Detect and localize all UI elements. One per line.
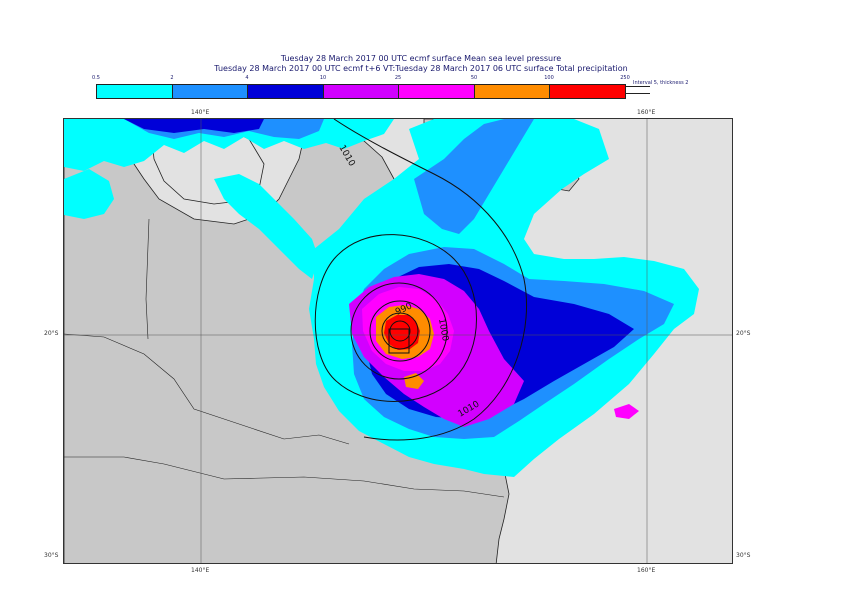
legend-swatch — [96, 84, 173, 99]
legend-swatch — [398, 84, 475, 99]
legend-tick: 2 — [170, 75, 174, 81]
legend-swatch — [172, 84, 248, 99]
precip-magenta-east — [614, 404, 639, 419]
legend-tick: 50 — [470, 75, 478, 81]
lat-label-left-20s: 20°S — [44, 330, 59, 337]
isobar-980 — [389, 320, 411, 342]
isobar-1010-north — [333, 119, 528, 441]
lat-label-right-30s: 30°S — [736, 552, 751, 559]
state-border — [64, 333, 350, 445]
legend-swatch — [549, 84, 626, 99]
lon-label-bottom-160: 160°E — [637, 567, 656, 574]
legend-tick: 0.5 — [92, 75, 100, 81]
lat-label-right-20s: 20°S — [736, 330, 751, 337]
state-border — [64, 456, 505, 498]
isobar-1000 — [314, 234, 477, 402]
legend-tick: 25 — [394, 75, 402, 81]
map-canvas: 1010 990 1000 1010 — [64, 119, 732, 563]
precip-darkblue-north — [124, 119, 264, 133]
chart-title-line2: Tuesday 28 March 2017 00 UTC ecmf t+6 VT… — [214, 64, 628, 73]
precip-orange-patch — [404, 373, 424, 389]
isobars — [314, 119, 528, 441]
precip-cyan-left — [64, 169, 114, 219]
isobar-990 — [369, 300, 431, 362]
isobar-label-1000: 1000 — [436, 318, 450, 343]
legend-swatch — [474, 84, 550, 99]
legend-tick: 4 — [245, 75, 249, 81]
forecast-map: 1010 990 1000 1010 — [63, 118, 733, 564]
legend-swatch — [323, 84, 399, 99]
chart-title-line1: Tuesday 28 March 2017 00 UTC ecmf surfac… — [280, 54, 562, 63]
legend-swatch — [247, 84, 324, 99]
lon-label-top-140: 140°E — [191, 109, 210, 116]
isobar-legend-lines — [626, 86, 650, 94]
graticule — [64, 119, 732, 563]
state-border — [145, 218, 150, 340]
cyclone-center-box — [388, 328, 410, 354]
legend-tick: 10 — [319, 75, 327, 81]
legend-tick: 100 — [544, 75, 554, 81]
isobar-985 — [381, 312, 419, 350]
precipitation-field — [64, 119, 699, 477]
contour-interval-note: Interval 5, thickness 2 — [633, 80, 689, 86]
isobar-995 — [350, 282, 448, 380]
lat-label-left-30s: 30°S — [44, 552, 59, 559]
precip-blue-north — [414, 119, 534, 234]
precip-cyan-west — [214, 174, 319, 279]
lon-label-top-160: 160°E — [637, 109, 656, 116]
legend-tick: 250 — [620, 75, 630, 81]
lon-label-bottom-140: 140°E — [191, 567, 210, 574]
